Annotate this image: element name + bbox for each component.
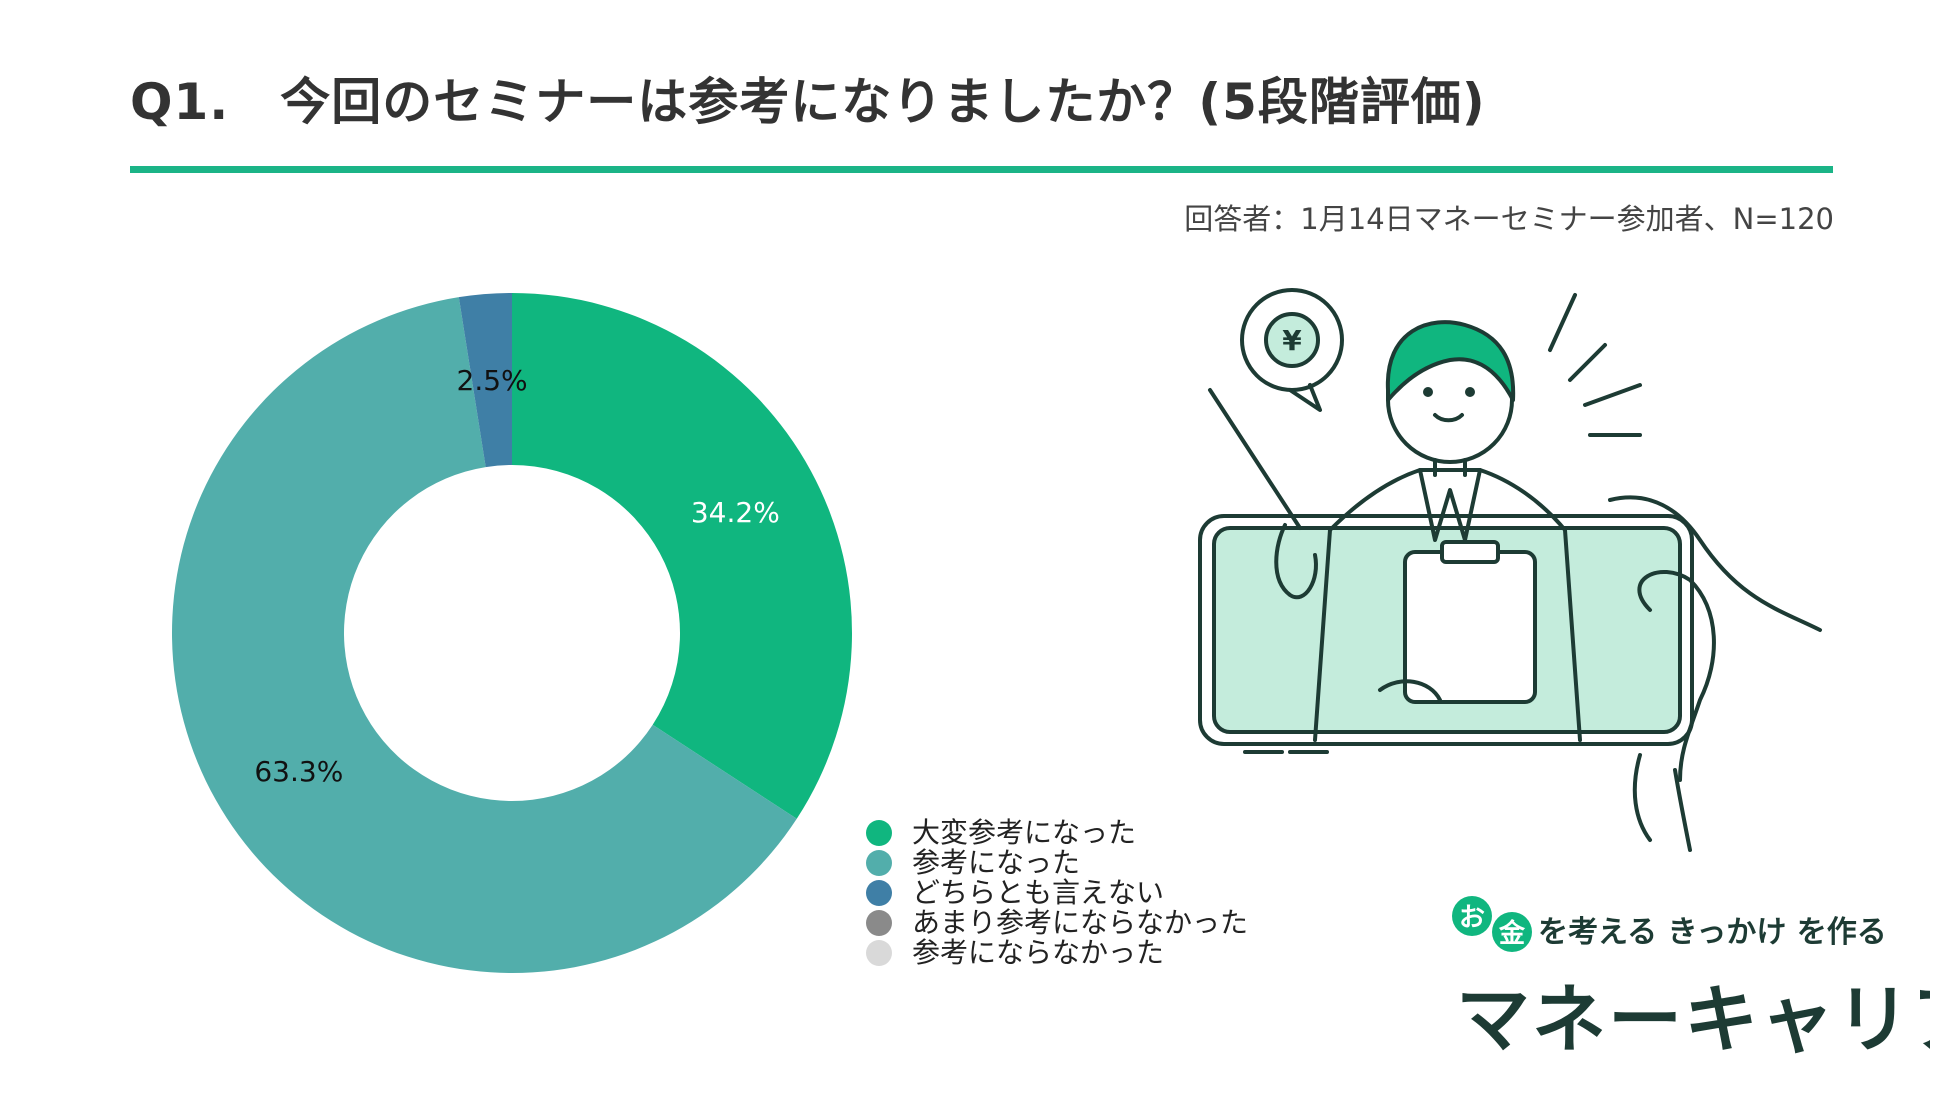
legend-label: 参考になった xyxy=(912,846,1081,879)
svg-text:マネーキャリア: マネーキャリア xyxy=(1456,977,1930,1063)
legend-label: 大変参考になった xyxy=(912,816,1137,849)
svg-text:金: 金 xyxy=(1498,918,1526,949)
title-divider xyxy=(130,166,1833,173)
svg-text:を考える きっかけ を作る: を考える きっかけ を作る xyxy=(1538,915,1887,950)
legend-label: あまり参考にならなかった xyxy=(912,906,1249,939)
donut-slice-1 xyxy=(512,293,852,819)
brand-logo: お 金 を考える きっかけ を作る マネーキャリア xyxy=(1450,880,1956,1080)
data-label-1: 34.2% xyxy=(691,496,780,529)
legend-item: 参考になった xyxy=(866,848,1248,878)
data-label-3: 2.5% xyxy=(457,364,528,397)
legend-swatch xyxy=(866,940,892,966)
data-label-2: 63.3% xyxy=(254,755,343,788)
legend-swatch xyxy=(866,880,892,906)
legend-item: どちらとも言えない xyxy=(866,878,1248,908)
respondent-note: 回答者：1月14日マネーセミナー参加者、N=120 xyxy=(1184,202,1834,236)
legend-swatch xyxy=(866,850,892,876)
legend-label: 参考にならなかった xyxy=(912,936,1165,969)
svg-text:お: お xyxy=(1459,903,1485,933)
legend-swatch xyxy=(866,910,892,936)
legend-label: どちらとも言えない xyxy=(912,876,1165,909)
page-title: Q1. 今回のセミナーは参考になりましたか？(5段階評価) xyxy=(130,73,1486,131)
donut-slice-2 xyxy=(172,297,797,973)
donut-slice-3 xyxy=(458,293,512,468)
legend-swatch xyxy=(866,820,892,846)
legend-item: あまり参考にならなかった xyxy=(866,908,1248,938)
legend-item: 大変参考になった xyxy=(866,818,1248,848)
chart-legend: 大変参考になった 参考になった どちらとも言えない あまり参考にならなかった 参考になら… xyxy=(866,818,1248,968)
legend-item: 参考にならなかった xyxy=(866,938,1248,968)
teacher-illustration: ¥ xyxy=(1198,288,1822,852)
yen-icon: ¥ xyxy=(1282,324,1302,357)
